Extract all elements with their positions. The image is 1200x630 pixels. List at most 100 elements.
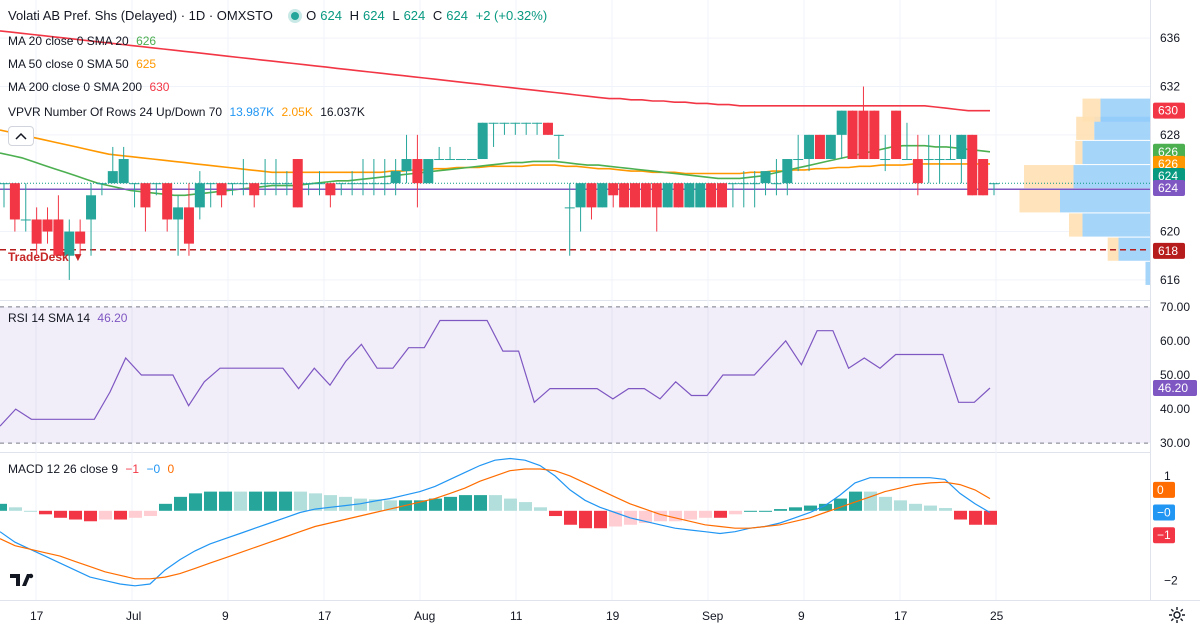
macd-histogram-bar [354, 498, 367, 511]
macd-histogram-bar [654, 510, 667, 522]
macd-legend[interactable]: MACD 12 26 close 9 −1 −0 0 [8, 462, 178, 476]
macd-histogram-bar [849, 491, 862, 511]
collapse-legend-button[interactable] [8, 126, 34, 146]
rsi-badge [1153, 379, 1197, 396]
gear-icon[interactable] [1168, 606, 1186, 624]
rsi-band [0, 306, 1150, 444]
market-status-icon [290, 12, 299, 21]
macd-histogram-bar [114, 510, 127, 520]
ma200-legend[interactable]: MA 200 close 0 SMA 200 630 [8, 80, 173, 94]
candle-body [521, 122, 532, 124]
candle-body [564, 207, 575, 209]
volume-profile-down-bar [1019, 189, 1060, 213]
price-badge [1153, 167, 1185, 184]
rsi-tick-label: 60.00 [1160, 334, 1190, 348]
macd-histogram-bar [54, 510, 67, 518]
candle-body [575, 183, 586, 208]
candle-body [0, 183, 9, 185]
candle-body [249, 183, 260, 196]
candle-body [140, 183, 151, 208]
macd-histogram-bar [39, 510, 52, 515]
macd-badge [1153, 527, 1175, 544]
candle-body [314, 183, 325, 185]
time-tick-label: Sep [702, 609, 724, 623]
candle-body [194, 183, 205, 208]
symbol-title[interactable]: Volati AB Pref. Shs (Delayed) · 1D · OMX… [8, 8, 273, 23]
macd-histogram-bar [504, 498, 517, 511]
macd-value-3: 0 [167, 462, 175, 476]
vpvr-legend[interactable]: VPVR Number Of Rows 24 Up/Down 70 13.987… [8, 105, 369, 119]
ma50-label: MA 50 close 0 SMA 50 [8, 57, 129, 71]
ma200-label: MA 200 close 0 SMA 200 [8, 80, 143, 94]
candle-body [358, 183, 369, 185]
candle-body [347, 183, 358, 185]
candle-body [706, 183, 717, 208]
vpvr-down: 2.05K [281, 105, 313, 119]
price-badge-label: 624 [1158, 169, 1178, 183]
ma50-legend[interactable]: MA 50 close 0 SMA 50 625 [8, 57, 160, 71]
rsi-tick-label: 70.00 [1160, 300, 1190, 314]
candle-body [901, 159, 912, 161]
signal-line [0, 468, 991, 580]
candle-body [129, 183, 140, 185]
candle-body [684, 183, 695, 208]
price-badge [1153, 143, 1185, 160]
candle-body [923, 159, 934, 161]
candle-body [20, 219, 31, 221]
ma20-legend[interactable]: MA 20 close 0 SMA 20 626 [8, 34, 160, 48]
time-tick-label: 17 [30, 609, 44, 623]
macd-histogram-bar [99, 510, 112, 520]
time-tick-label: Aug [414, 609, 435, 623]
candle-body [836, 110, 847, 135]
price-badge [1153, 155, 1185, 172]
macd-histogram-bar [939, 508, 952, 511]
volume-profile-down-bar [1076, 116, 1095, 140]
macd-histogram-bar [789, 507, 802, 511]
macd-histogram-bar [804, 505, 817, 511]
pane-separator [0, 452, 1150, 453]
macd-histogram-bar [894, 500, 907, 511]
candle-body [292, 159, 303, 208]
macd-histogram-bar [174, 496, 187, 511]
macd-histogram-bar [429, 498, 442, 511]
symbol-legend[interactable]: Volati AB Pref. Shs (Delayed) · 1D · OMX… [8, 8, 551, 23]
ohlc-c-label: C [432, 8, 443, 23]
macd-badge-label: −1 [1157, 528, 1171, 542]
volume-profile-down-bar [1069, 213, 1083, 237]
volume-profile [1019, 98, 1150, 285]
macd-histogram-bar [444, 496, 457, 511]
rsi-legend[interactable]: RSI 14 SMA 14 46.20 [8, 311, 131, 325]
macd-histogram-bar [84, 510, 97, 522]
ohlc-o-label: O [306, 8, 317, 23]
time-tick-label: 9 [798, 609, 805, 623]
tradingview-logo-icon[interactable] [10, 572, 38, 588]
macd-histogram-bar [669, 510, 682, 522]
candle-body [53, 219, 64, 256]
candle-body [325, 183, 336, 196]
macd-histogram-bar [519, 502, 532, 511]
candle-body [880, 159, 891, 161]
macd-histogram-bar [729, 510, 742, 515]
candle-body [9, 183, 20, 220]
candle-body [31, 219, 42, 244]
rsi-line [0, 319, 991, 427]
candle-body [891, 110, 902, 160]
tradedesk-marker[interactable]: TradeDesk ▼ [8, 250, 84, 264]
candle-body [162, 183, 173, 220]
candle-body [532, 122, 543, 124]
candle-body [978, 159, 989, 196]
ohlc-change: +2 (+0.32%) [475, 8, 548, 23]
candle-body [956, 134, 967, 160]
ohlc-close: 624 [446, 8, 468, 23]
candle-body [727, 183, 738, 185]
candle-body [336, 183, 347, 185]
candle-body [270, 183, 281, 185]
pane-separator [0, 300, 1150, 301]
candle-body [488, 122, 499, 124]
macd-histogram-bar [969, 510, 982, 525]
axes: 63663262862061663062662662462461870.0060… [30, 31, 1197, 623]
macd-histogram-bar [864, 491, 877, 511]
candle-body [260, 183, 271, 185]
volume-profile-down-bar [1075, 140, 1083, 165]
